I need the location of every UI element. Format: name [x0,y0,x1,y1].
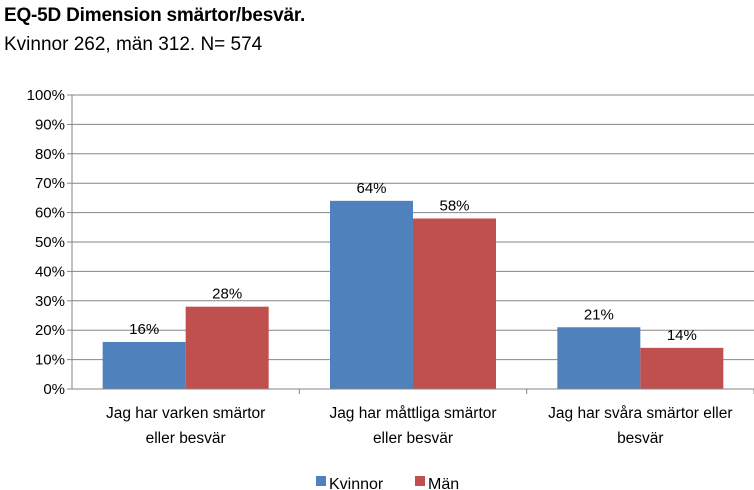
data-label: 21% [584,306,614,323]
y-axis-ticks: 0% 10% 20% 30% 40% 50% 60% 70% 80% 90% 100% [27,87,65,398]
data-label: 28% [212,286,242,303]
y-tick-label: 50% [35,234,65,251]
legend: Kvinnor Män [316,476,459,490]
y-tick-label: 0% [43,381,65,398]
y-tick-label: 20% [35,322,65,339]
category-label: Jag har måttliga smärtor [329,405,496,422]
y-tick-label: 90% [35,116,65,133]
y-tick-label: 70% [35,175,65,192]
legend-swatch-kvinnor [316,476,326,486]
category-label: Jag har varken smärtor [106,405,265,422]
category-label: Jag har svåra smärtor eller [548,405,732,422]
bar-kvinnor-1 [102,341,186,389]
data-labels: 16% 28% 64% 58% 21% 14% [129,180,697,344]
y-tick-label: 80% [35,146,65,163]
bar-kvinnor-2 [330,200,413,389]
chart-title: EQ-5D Dimension smärtor/besvär. [4,5,306,26]
y-tick-label: 60% [35,205,65,222]
category-label: besvär [617,430,664,447]
legend-label: Män [428,476,459,490]
axes [67,94,754,394]
y-tick-label: 30% [35,293,65,310]
category-label: eller besvär [373,430,453,447]
bar-män-2 [413,218,496,389]
bars [102,200,724,389]
bar-kvinnor-3 [557,327,641,389]
y-tick-label: 10% [35,352,65,369]
bar-män-3 [640,347,724,389]
category-label: eller besvär [146,430,226,447]
y-tick-label: 100% [27,87,65,104]
chart-subtitle: Kvinnor 262, män 312. N= 574 [4,34,263,55]
category-labels: Jag har varken smärtor eller besvär Jag ha… [106,405,733,447]
bar-män-1 [185,306,269,389]
data-label: 64% [356,180,386,197]
chart-title-block: EQ-5D Dimension smärtor/besvär. Kvinnor … [4,2,305,60]
data-label: 14% [667,327,697,344]
y-tick-label: 40% [35,263,65,280]
legend-swatch-män [415,476,425,486]
data-label: 16% [129,321,159,338]
legend-label: Kvinnor [329,476,384,490]
data-label: 58% [439,197,469,214]
